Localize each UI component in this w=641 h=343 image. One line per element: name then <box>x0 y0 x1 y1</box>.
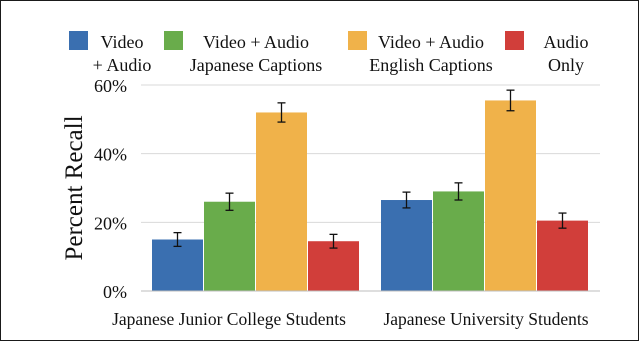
bar <box>152 239 203 291</box>
legend-label: Video <box>101 32 144 52</box>
bar <box>256 112 307 291</box>
y-axis-label: Percent Recall <box>61 115 88 260</box>
legend-swatch <box>505 31 524 50</box>
legend-label: Only <box>548 55 584 75</box>
bar <box>433 191 484 291</box>
legend-swatch <box>164 31 183 50</box>
legend-swatch <box>69 31 88 50</box>
y-tick-label: 40% <box>94 145 127 165</box>
legend-label: + Audio <box>93 55 152 75</box>
bars <box>152 89 588 291</box>
legend: Video + Audio Video + Audio Japanese Captio… <box>69 31 589 75</box>
legend-label: Video + Audio <box>203 32 309 52</box>
bar <box>485 100 536 291</box>
legend-swatch <box>348 31 367 50</box>
legend-label: English Captions <box>369 55 493 75</box>
bar <box>537 220 588 291</box>
y-tick-label: 60% <box>94 76 127 96</box>
x-category-label: Japanese Junior College Students <box>112 309 346 329</box>
y-tick-label: 20% <box>94 213 127 233</box>
legend-label: Japanese Captions <box>190 55 322 75</box>
legend-label: Video + Audio <box>378 32 484 52</box>
axes: 0% 20% 40% 60% Japanese Junior College Stude… <box>94 76 600 329</box>
y-tick-label: 0% <box>103 282 127 302</box>
x-category-label: Japanese University Students <box>383 309 588 329</box>
legend-label: Audio <box>544 32 589 52</box>
bar <box>381 200 432 291</box>
bar <box>204 201 255 291</box>
bar <box>308 241 359 291</box>
